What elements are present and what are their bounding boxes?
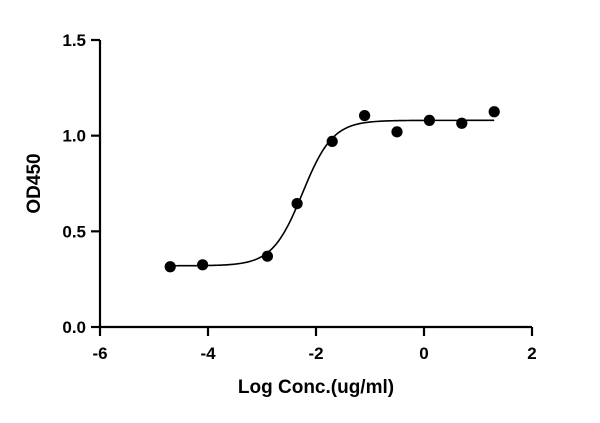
y-tick-label: 0.0 — [62, 318, 86, 337]
x-axis: -6 -4 -2 0 2 — [92, 325, 537, 363]
x-tick-label: 0 — [419, 344, 428, 363]
data-point — [359, 109, 371, 122]
x-tick-label: -4 — [200, 344, 216, 363]
y-tick-label: 1.0 — [62, 127, 86, 146]
x-tick-label: -6 — [92, 344, 107, 363]
data-point — [326, 135, 338, 148]
data-point — [164, 261, 176, 273]
data-point — [423, 114, 435, 126]
y-axis-title: OD450 — [24, 153, 45, 213]
data-point — [261, 250, 273, 262]
x-tick-label: 2 — [527, 344, 536, 363]
y-axis: 0.0 0.5 1.0 1.5 — [62, 31, 102, 337]
data-point — [197, 259, 209, 271]
y-tick-label: 1.5 — [62, 31, 86, 50]
data-points — [164, 106, 500, 273]
data-point — [391, 126, 403, 138]
data-point — [456, 117, 468, 129]
x-tick-label: -2 — [308, 344, 323, 363]
data-point — [488, 106, 500, 118]
data-point — [291, 197, 303, 210]
x-axis-title: Log Conc.(ug/ml) — [238, 377, 394, 398]
y-tick-label: 0.5 — [62, 222, 86, 241]
